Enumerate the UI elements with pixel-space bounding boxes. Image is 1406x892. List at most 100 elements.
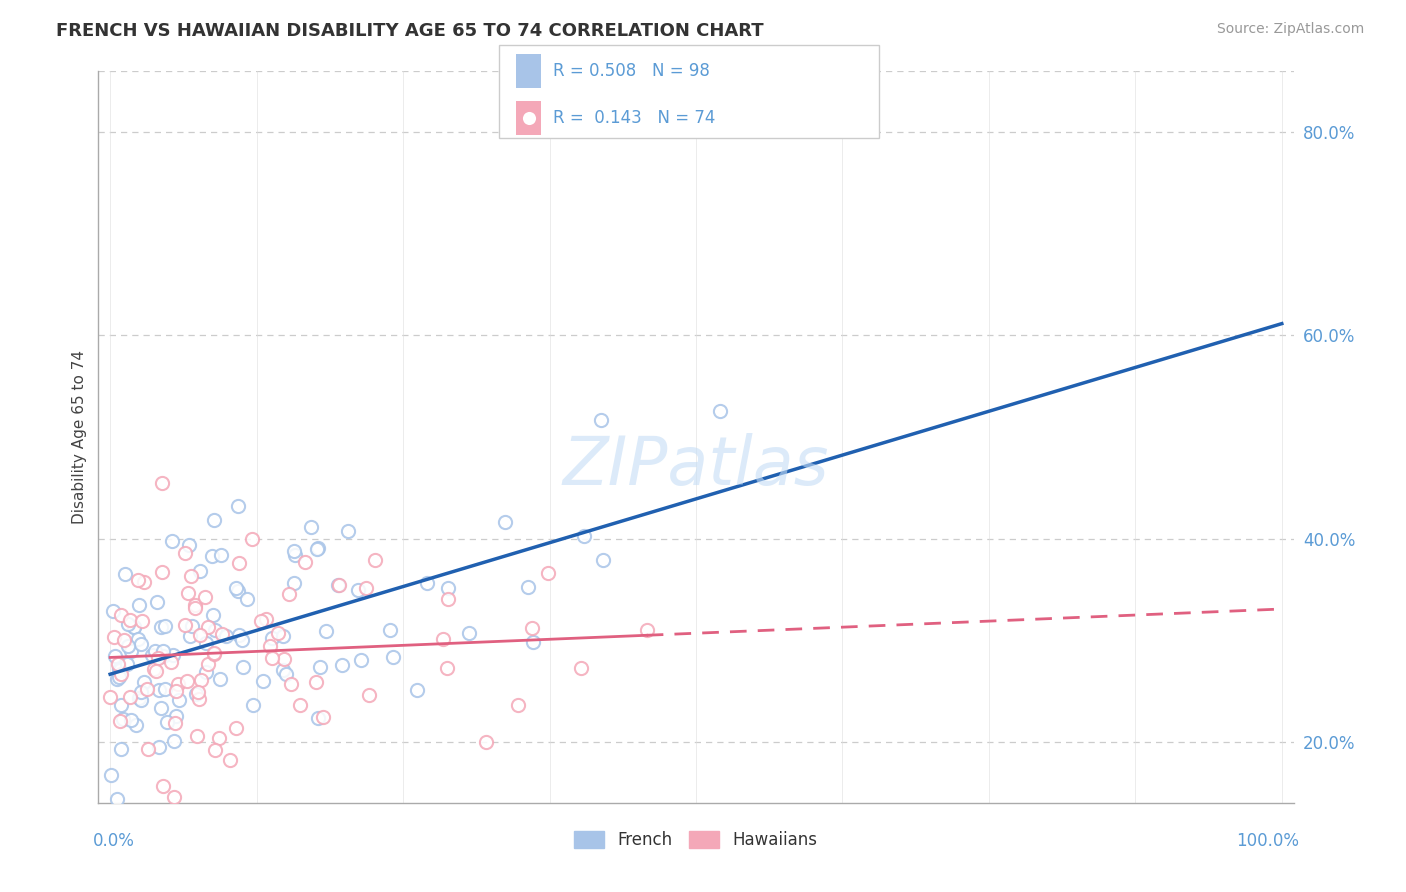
Point <box>188 628 211 642</box>
Point <box>176 673 198 688</box>
Point <box>225 581 247 595</box>
Point <box>494 515 516 529</box>
Point <box>165 683 187 698</box>
Point <box>98 690 121 705</box>
Point <box>190 673 212 688</box>
Point <box>136 742 159 756</box>
Text: R = 0.508   N = 98: R = 0.508 N = 98 <box>553 62 710 79</box>
Point <box>162 648 184 663</box>
Point <box>122 620 145 634</box>
Point <box>299 520 322 534</box>
Point <box>150 475 173 490</box>
Point <box>202 646 225 660</box>
Point <box>266 626 288 640</box>
Point <box>274 666 297 681</box>
Point <box>332 657 354 672</box>
Point <box>347 582 370 597</box>
Point <box>150 620 173 634</box>
Point <box>131 637 153 651</box>
Point <box>120 613 142 627</box>
Point <box>197 620 219 634</box>
Point <box>148 682 170 697</box>
Point <box>143 644 166 658</box>
Point <box>152 779 174 793</box>
Point <box>457 626 479 640</box>
Point <box>108 714 131 728</box>
Legend: French, Hawaiians: French, Hawaiians <box>574 831 818 849</box>
Point <box>184 687 207 701</box>
Point <box>132 675 155 690</box>
Point <box>259 639 281 653</box>
Point <box>117 639 139 653</box>
Text: Source: ZipAtlas.com: Source: ZipAtlas.com <box>1216 22 1364 37</box>
Point <box>432 632 454 647</box>
Point <box>709 404 731 418</box>
Point <box>254 612 277 626</box>
Text: FRENCH VS HAWAIIAN DISABILITY AGE 65 TO 74 CORRELATION CHART: FRENCH VS HAWAIIAN DISABILITY AGE 65 TO … <box>56 22 763 40</box>
Point <box>284 548 307 562</box>
Point <box>218 753 240 767</box>
Point <box>165 716 187 731</box>
Point <box>236 592 259 607</box>
Point <box>240 532 263 546</box>
Point <box>312 710 335 724</box>
Point <box>100 768 122 782</box>
Point <box>145 594 167 608</box>
Point <box>117 657 139 671</box>
Point <box>231 632 253 647</box>
Y-axis label: Disability Age 65 to 74: Disability Age 65 to 74 <box>72 350 87 524</box>
Point <box>283 575 305 590</box>
Point <box>436 661 458 675</box>
Point <box>209 672 232 686</box>
Point <box>211 627 233 641</box>
Point <box>294 555 316 569</box>
Point <box>107 657 129 672</box>
Point <box>305 675 328 690</box>
Point <box>125 718 148 732</box>
Text: 0.0%: 0.0% <box>93 832 135 850</box>
Point <box>152 649 174 664</box>
Point <box>177 538 200 552</box>
Point <box>517 580 540 594</box>
Point <box>107 662 129 676</box>
Point <box>118 690 141 704</box>
Point <box>104 648 127 663</box>
Point <box>359 688 381 702</box>
Point <box>209 549 232 563</box>
Point <box>336 524 359 538</box>
Point <box>226 499 249 513</box>
Point <box>143 662 166 676</box>
Point <box>108 663 131 677</box>
Point <box>110 698 132 712</box>
Point <box>108 670 131 684</box>
Point <box>197 657 219 671</box>
Point <box>232 660 254 674</box>
Point <box>506 698 529 713</box>
Point <box>155 682 177 697</box>
Point <box>180 619 202 633</box>
Point <box>204 743 226 757</box>
Point <box>228 584 250 599</box>
Point <box>202 647 225 661</box>
Point <box>350 653 373 667</box>
Point <box>131 615 153 629</box>
Point <box>260 651 283 665</box>
Point <box>146 651 169 665</box>
Point <box>180 569 202 583</box>
Point <box>179 630 201 644</box>
Point <box>271 663 294 677</box>
Point <box>169 693 191 707</box>
Point <box>592 553 614 567</box>
Point <box>136 682 159 697</box>
Point <box>315 624 337 639</box>
Point <box>120 644 142 658</box>
Point <box>271 629 294 643</box>
Point <box>110 666 132 681</box>
Point <box>129 693 152 707</box>
Point <box>166 677 188 691</box>
Point <box>364 553 387 567</box>
Point <box>160 655 183 669</box>
Point <box>105 672 128 686</box>
Point <box>309 659 332 673</box>
Point <box>127 574 149 588</box>
